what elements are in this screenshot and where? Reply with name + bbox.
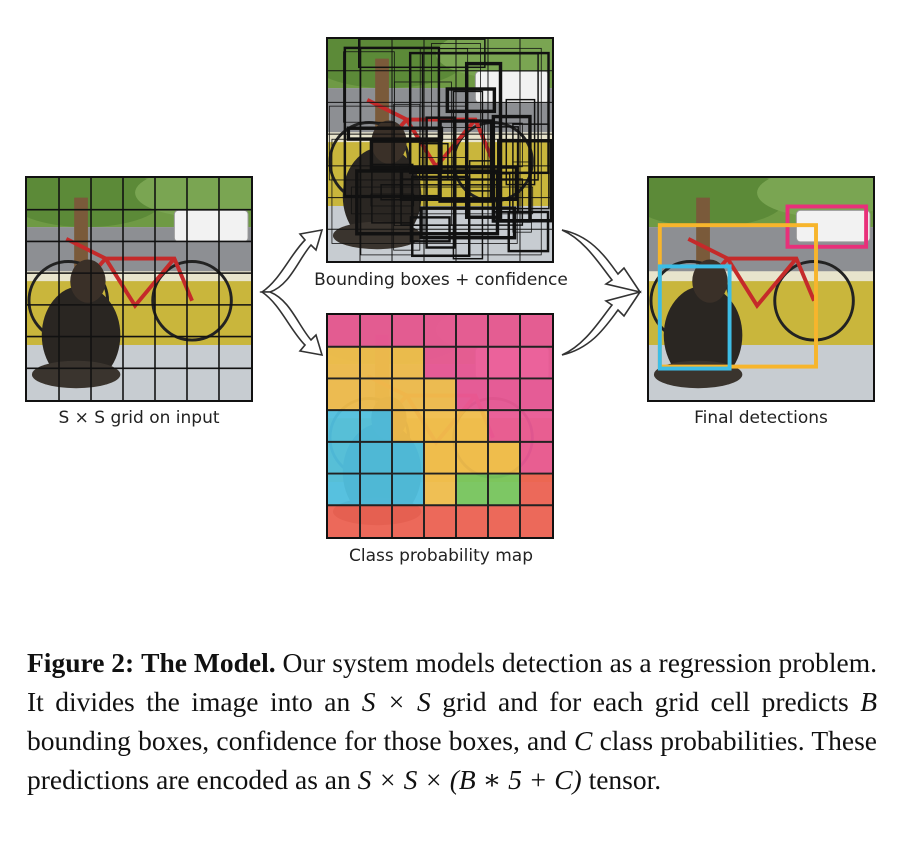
class-cell-blue bbox=[328, 441, 361, 474]
class-cell-pink bbox=[328, 315, 361, 347]
class-cell-pink bbox=[519, 410, 552, 442]
detection-box bbox=[657, 264, 732, 371]
class-probability-panel bbox=[326, 313, 554, 539]
class-cell-pink bbox=[519, 378, 552, 411]
figure-title: The Model. bbox=[141, 647, 276, 678]
predicted-box bbox=[350, 186, 534, 215]
predicted-box bbox=[400, 178, 524, 226]
figure-number: Figure 2: bbox=[27, 647, 135, 678]
arrow-to-boxes-icon bbox=[259, 228, 324, 293]
class-cell-yellow bbox=[455, 410, 488, 442]
class-cell-yellow bbox=[360, 346, 393, 379]
input-label: S × S grid on input bbox=[58, 408, 220, 428]
class-cell-yellow bbox=[455, 441, 488, 474]
class-cell-yellow bbox=[360, 378, 393, 411]
class-cell-pink bbox=[519, 315, 552, 347]
class-cell-red bbox=[392, 505, 425, 537]
class-cell-yellow bbox=[392, 346, 425, 379]
final-detections-label: Final detections bbox=[694, 408, 828, 428]
math-tensor: S × S × (B ∗ 5 + C) bbox=[357, 764, 582, 795]
predicted-box bbox=[445, 87, 497, 114]
class-cell-yellow bbox=[424, 410, 456, 442]
class-cell-blue bbox=[360, 473, 393, 506]
class-cell-yellow bbox=[328, 346, 361, 379]
class-cell-red bbox=[360, 505, 393, 537]
class-cell-pink bbox=[487, 410, 520, 442]
bounding-boxes-panel bbox=[326, 37, 554, 263]
class-cell-yellow bbox=[392, 378, 425, 411]
predicted-box bbox=[419, 48, 469, 158]
arrow-to-classmap-icon bbox=[259, 291, 324, 357]
class-cell-green bbox=[487, 473, 520, 506]
class-probability-label: Class probability map bbox=[348, 546, 533, 566]
class-cell-red bbox=[424, 505, 456, 537]
class-cell-pink bbox=[487, 315, 520, 347]
class-cell-blue bbox=[392, 473, 425, 506]
class-cell-red bbox=[328, 505, 361, 537]
bounding-boxes-photo bbox=[328, 39, 552, 261]
final-detections-photo bbox=[649, 178, 873, 400]
class-cell-pink bbox=[455, 315, 488, 347]
figure-caption: Figure 2: The Model. Our system models d… bbox=[27, 643, 877, 799]
class-cell-pink bbox=[455, 346, 488, 379]
class-cell-red bbox=[519, 473, 552, 506]
class-cell-blue bbox=[392, 441, 425, 474]
input-photo-grid bbox=[27, 178, 251, 400]
arrow-from-classmap-icon bbox=[561, 290, 642, 356]
class-cell-yellow bbox=[424, 473, 456, 506]
final-detections-panel bbox=[647, 176, 875, 402]
predicted-box bbox=[438, 119, 494, 203]
class-cell-pink bbox=[424, 346, 456, 379]
class-cell-pink bbox=[487, 346, 520, 379]
predicted-box bbox=[419, 206, 517, 240]
class-cell-blue bbox=[328, 410, 361, 442]
input-image-panel bbox=[25, 176, 253, 402]
predicted-box bbox=[343, 51, 395, 123]
caption-text: tensor. bbox=[581, 764, 662, 795]
caption-text: grid and for each grid cell predicts bbox=[430, 686, 861, 717]
caption-text: class probabilities. These predictions a… bbox=[27, 725, 877, 795]
class-cell-pink bbox=[519, 441, 552, 474]
class-cell-pink bbox=[519, 346, 552, 379]
class-cell-blue bbox=[360, 410, 393, 442]
math-c: C bbox=[574, 725, 593, 756]
class-cell-yellow bbox=[328, 378, 361, 411]
bounding-boxes-label: Bounding boxes + confidence bbox=[314, 270, 568, 290]
predicted-box bbox=[431, 43, 481, 128]
class-cell-red bbox=[455, 505, 488, 537]
flow-arrows bbox=[259, 228, 642, 357]
class-cell-yellow bbox=[487, 441, 520, 474]
class-cell-blue bbox=[328, 473, 361, 506]
predicted-box bbox=[328, 105, 467, 181]
predicted-box bbox=[370, 193, 415, 207]
class-cell-pink bbox=[392, 315, 425, 347]
class-cell-green bbox=[455, 473, 488, 506]
class-cell-pink bbox=[360, 315, 393, 347]
class-cell-blue bbox=[360, 441, 393, 474]
math-s-by-s: S × S bbox=[361, 686, 431, 717]
arrow-from-boxes-icon bbox=[561, 229, 642, 294]
predicted-box bbox=[409, 216, 451, 243]
predicted-box bbox=[497, 139, 552, 223]
class-cell-red bbox=[519, 505, 552, 537]
predicted-box bbox=[512, 161, 532, 233]
predicted-box bbox=[408, 51, 550, 175]
class-cell-yellow bbox=[392, 410, 425, 442]
math-b: B bbox=[860, 686, 877, 717]
class-cell-yellow bbox=[424, 378, 456, 411]
predicted-box bbox=[491, 172, 511, 213]
caption-text: bounding boxes, confidence for those box… bbox=[27, 725, 574, 756]
class-cell-yellow bbox=[424, 441, 456, 474]
class-cell-pink bbox=[424, 315, 456, 347]
class-cell-pink bbox=[487, 378, 520, 411]
class-cell-red bbox=[487, 505, 520, 537]
class-probability-map bbox=[328, 315, 552, 537]
class-cell-pink bbox=[455, 378, 488, 411]
caption-text: Our system models detection as a regress… bbox=[27, 647, 877, 717]
predicted-box bbox=[425, 116, 456, 249]
